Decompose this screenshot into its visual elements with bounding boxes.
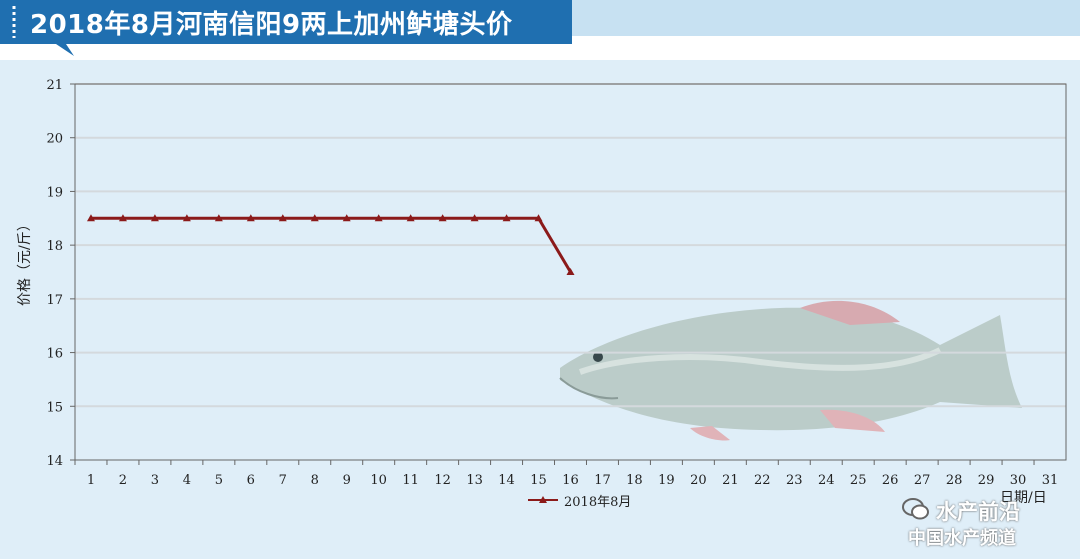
x-tick-label: 2 [119, 473, 127, 488]
x-tick-label: 4 [183, 473, 191, 488]
data-point [118, 214, 127, 222]
x-tick-label: 14 [498, 473, 515, 488]
x-tick-label: 30 [1010, 473, 1027, 488]
x-tick-label: 18 [626, 473, 643, 488]
y-tick-label: 21 [46, 78, 63, 93]
x-tick-label: 21 [722, 473, 739, 488]
y-axis-label: 价格（元/斤） [17, 217, 33, 306]
x-tick-label: 19 [658, 473, 675, 488]
x-tick-label: 11 [402, 473, 419, 488]
wechat-icon [902, 498, 929, 520]
chart-panel [0, 60, 1080, 559]
x-tick-label: 28 [946, 473, 963, 488]
watermark: 水产前沿 中国水产频道 [898, 492, 1080, 559]
data-point [150, 214, 159, 222]
x-tick-label: 7 [279, 473, 287, 488]
x-axis-label: 日期/日 [1000, 490, 1047, 506]
x-tick-label: 3 [151, 473, 159, 488]
x-tick-labels: 1 2 3 4 5 6 7 8 9 10 11 12 13 14 15 16 17 18 19 20 21 22 23 24 2… [87, 473, 1058, 488]
data-point [86, 214, 95, 222]
x-tick-label: 29 [978, 473, 995, 488]
y-tick-labels: 14 15 16 17 18 19 20 21 [46, 78, 63, 469]
page-title: 2018年8月河南信阳9两上加州鲈塘头价 [30, 10, 513, 40]
data-point [566, 268, 575, 275]
x-tick-label: 15 [530, 473, 547, 488]
x-tick-label: 27 [914, 473, 931, 488]
data-point [214, 214, 223, 222]
x-tick-label: 31 [1042, 473, 1059, 488]
y-tick-label: 16 [46, 347, 63, 362]
watermark-line2: 中国水产频道 [908, 528, 1016, 549]
x-tick-label: 17 [594, 473, 611, 488]
watermark-line1: 水产前沿 [936, 500, 1020, 524]
y-tick-label: 17 [46, 293, 63, 308]
x-tick-label: 24 [818, 473, 835, 488]
x-tick-label: 6 [247, 473, 255, 488]
y-tick-label: 15 [46, 400, 63, 415]
x-tick-label: 26 [882, 473, 899, 488]
x-tick-label: 5 [215, 473, 223, 488]
data-point [278, 214, 287, 222]
x-tick-label: 22 [754, 473, 771, 488]
x-tick-label: 16 [562, 473, 579, 488]
data-point [406, 214, 415, 222]
plot-frame [74, 83, 1067, 461]
data-point [182, 214, 191, 222]
x-tick-label: 23 [786, 473, 803, 488]
y-tick-label: 14 [46, 454, 63, 469]
series-group [86, 214, 575, 275]
legend-line-marker [528, 496, 558, 503]
x-tick-label: 25 [850, 473, 867, 488]
chart-axes [70, 83, 1067, 465]
x-tick-label: 12 [434, 473, 451, 488]
data-point [342, 214, 351, 222]
x-tick-label: 9 [343, 473, 351, 488]
data-point [246, 214, 255, 222]
y-tick-label: 20 [46, 132, 63, 147]
fish-illustration [559, 300, 1022, 441]
chart-legend: 2018年8月 [528, 490, 631, 510]
data-point [470, 214, 479, 222]
title-banner [0, 0, 1080, 56]
x-tick-label: 20 [690, 473, 707, 488]
y-tick-label: 19 [46, 185, 63, 200]
data-point [438, 214, 447, 222]
data-point [374, 214, 383, 222]
legend-label: 2018年8月 [564, 494, 632, 510]
y-tick-label: 18 [46, 239, 63, 254]
x-tick-label: 8 [311, 473, 319, 488]
x-tick-label: 1 [87, 473, 95, 488]
data-point [534, 214, 543, 222]
x-tick-label: 10 [370, 473, 387, 488]
data-point [502, 214, 511, 222]
x-tick-label: 13 [466, 473, 483, 488]
data-point [310, 214, 319, 222]
series-line [90, 216, 572, 273]
